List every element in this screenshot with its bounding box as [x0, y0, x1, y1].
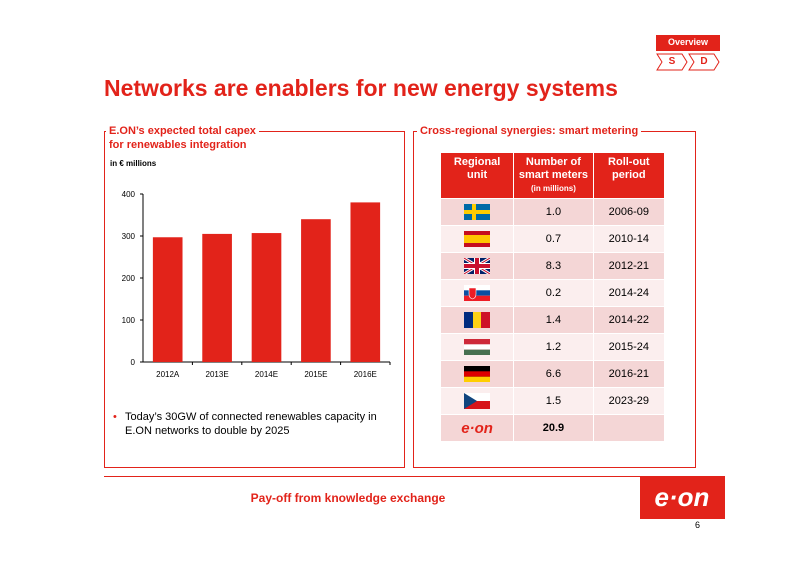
header-regional-unit: Regional unit	[441, 153, 515, 199]
hungary-flag-icon	[464, 339, 491, 355]
flag-cell	[441, 198, 515, 226]
meter-count-cell: 0.7	[513, 225, 594, 253]
rollout-period-cell: 2014-24	[593, 279, 666, 307]
page-number: 6	[694, 520, 700, 530]
page-title: Networks are enablers for new energy sys…	[104, 75, 618, 101]
spain-flag-icon	[464, 231, 491, 247]
renewables-bullet: • Today’s 30GW of connected renewables c…	[113, 411, 377, 437]
smart-meter-table: Regional unit Number of smart meters (in…	[441, 153, 666, 441]
section-d-chevron[interactable]: D	[688, 53, 720, 71]
smart-metering-panel-title: Cross-regional synergies: smart metering	[417, 124, 642, 138]
rollout-period-cell: 2015-24	[593, 333, 666, 361]
header-number-smart-meters: Number of smart meters (in millions)	[513, 153, 594, 199]
meter-count-cell: 1.0	[513, 198, 594, 226]
svg-text:e·on: e·on	[655, 482, 710, 512]
section-s-chevron[interactable]: S	[656, 53, 688, 71]
total-row: e·on 20.9	[441, 414, 666, 441]
table-row: 1.2 2015-24	[441, 333, 666, 361]
sweden-flag-icon	[464, 204, 491, 220]
payoff-text: Pay-off from knowledge exchange	[250, 491, 446, 505]
header-rollout-period: Roll-out period	[593, 153, 666, 199]
flag-cell	[441, 387, 515, 415]
total-value-cell: 20.9	[513, 414, 594, 441]
capex-panel-title: E.ON’s expected total capex for renewabl…	[106, 124, 259, 152]
slovakia-flag-icon	[464, 285, 491, 301]
flag-cell	[441, 333, 515, 361]
flag-cell	[441, 306, 515, 334]
table-row: 6.6 2016-21	[441, 360, 666, 388]
rollout-period-cell: 2014-22	[593, 306, 666, 334]
romania-flag-icon	[464, 312, 491, 328]
table-row: 0.2 2014-24	[441, 279, 666, 307]
rollout-period-cell: 2006-09	[593, 198, 666, 226]
table-row: 0.7 2010-14	[441, 225, 666, 253]
table-row: 1.0 2006-09	[441, 198, 666, 226]
total-logo-cell: e·on	[441, 414, 515, 441]
eon-logo: e·on	[640, 476, 725, 519]
rollout-period-cell: 2012-21	[593, 252, 666, 280]
table-row: 1.5 2023-29	[441, 387, 666, 415]
flag-cell	[441, 360, 515, 388]
flag-cell	[441, 252, 515, 280]
overview-badge[interactable]: Overview	[656, 35, 720, 51]
total-period-cell	[593, 414, 666, 441]
eon-total-logo: e·on	[461, 419, 493, 437]
rollout-period-cell: 2016-21	[593, 360, 666, 388]
germany-flag-icon	[464, 366, 491, 382]
meter-count-cell: 1.4	[513, 306, 594, 334]
czech-flag-icon	[464, 393, 491, 409]
meter-count-cell: 1.5	[513, 387, 594, 415]
meter-count-cell: 0.2	[513, 279, 594, 307]
rollout-period-cell: 2010-14	[593, 225, 666, 253]
flag-cell	[441, 225, 515, 253]
table-row: 1.4 2014-22	[441, 306, 666, 334]
flag-cell	[441, 279, 515, 307]
meter-count-cell: 6.6	[513, 360, 594, 388]
uk-flag-icon	[464, 258, 491, 274]
rollout-period-cell: 2023-29	[593, 387, 666, 415]
footer-divider	[104, 476, 696, 477]
meter-count-cell: 1.2	[513, 333, 594, 361]
meter-count-cell: 8.3	[513, 252, 594, 280]
unit-label: in € millions	[110, 159, 157, 168]
bullet-icon: •	[113, 411, 117, 423]
table-row: 8.3 2012-21	[441, 252, 666, 280]
